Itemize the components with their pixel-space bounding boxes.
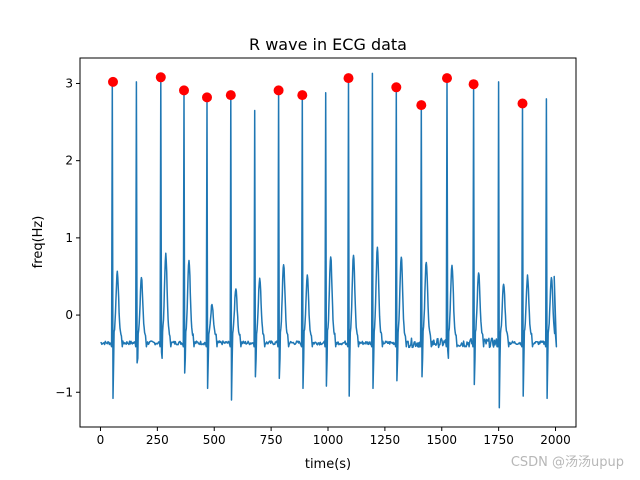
y-tick-label: 0 <box>65 308 73 322</box>
x-tick-label: 2000 <box>540 433 571 447</box>
watermark: CSDN @汤汤upup <box>510 455 624 470</box>
x-axis: 0 250 500 750 1000 1250 1500 1750 2000 <box>97 427 571 447</box>
y-tick-label: 1 <box>65 231 73 245</box>
x-tick-label: 1250 <box>370 433 401 447</box>
x-tick-label: 1750 <box>483 433 514 447</box>
x-tick-label: 1500 <box>426 433 457 447</box>
x-tick-label: 1000 <box>313 433 344 447</box>
r-wave-peak-marker <box>225 90 236 101</box>
x-tick-label: 750 <box>260 433 283 447</box>
x-axis-label: time(s) <box>305 457 351 472</box>
r-wave-peak-marker <box>297 90 308 101</box>
r-wave-peak-marker <box>273 85 284 96</box>
r-wave-peak-marker <box>468 79 479 90</box>
x-tick-label: 500 <box>203 433 226 447</box>
ecg-signal-line <box>100 72 558 409</box>
y-tick-label: −1 <box>55 385 73 399</box>
r-wave-peak-marker <box>416 100 427 111</box>
r-wave-peak-marker <box>343 73 354 84</box>
r-wave-peak-marker <box>155 72 166 83</box>
y-tick-label: 2 <box>65 154 73 168</box>
r-wave-peak-marker <box>442 73 452 84</box>
plot-area <box>79 57 577 428</box>
x-tick-label: 0 <box>97 433 105 447</box>
y-axis-label: freq(Hz) <box>31 216 46 269</box>
r-wave-peak-marker <box>517 98 528 109</box>
r-wave-peak-marker <box>179 85 189 96</box>
r-wave-peak-marker <box>202 92 212 103</box>
marker-layer <box>108 72 528 111</box>
y-axis: −1 0 1 2 3 <box>55 76 80 399</box>
series-layer <box>100 72 558 409</box>
r-wave-peak-marker <box>391 82 402 93</box>
chart-title: R wave in ECG data <box>249 35 407 54</box>
r-wave-peak-marker <box>108 76 118 87</box>
x-tick-label: 250 <box>146 433 169 447</box>
y-tick-label: 3 <box>65 76 73 90</box>
